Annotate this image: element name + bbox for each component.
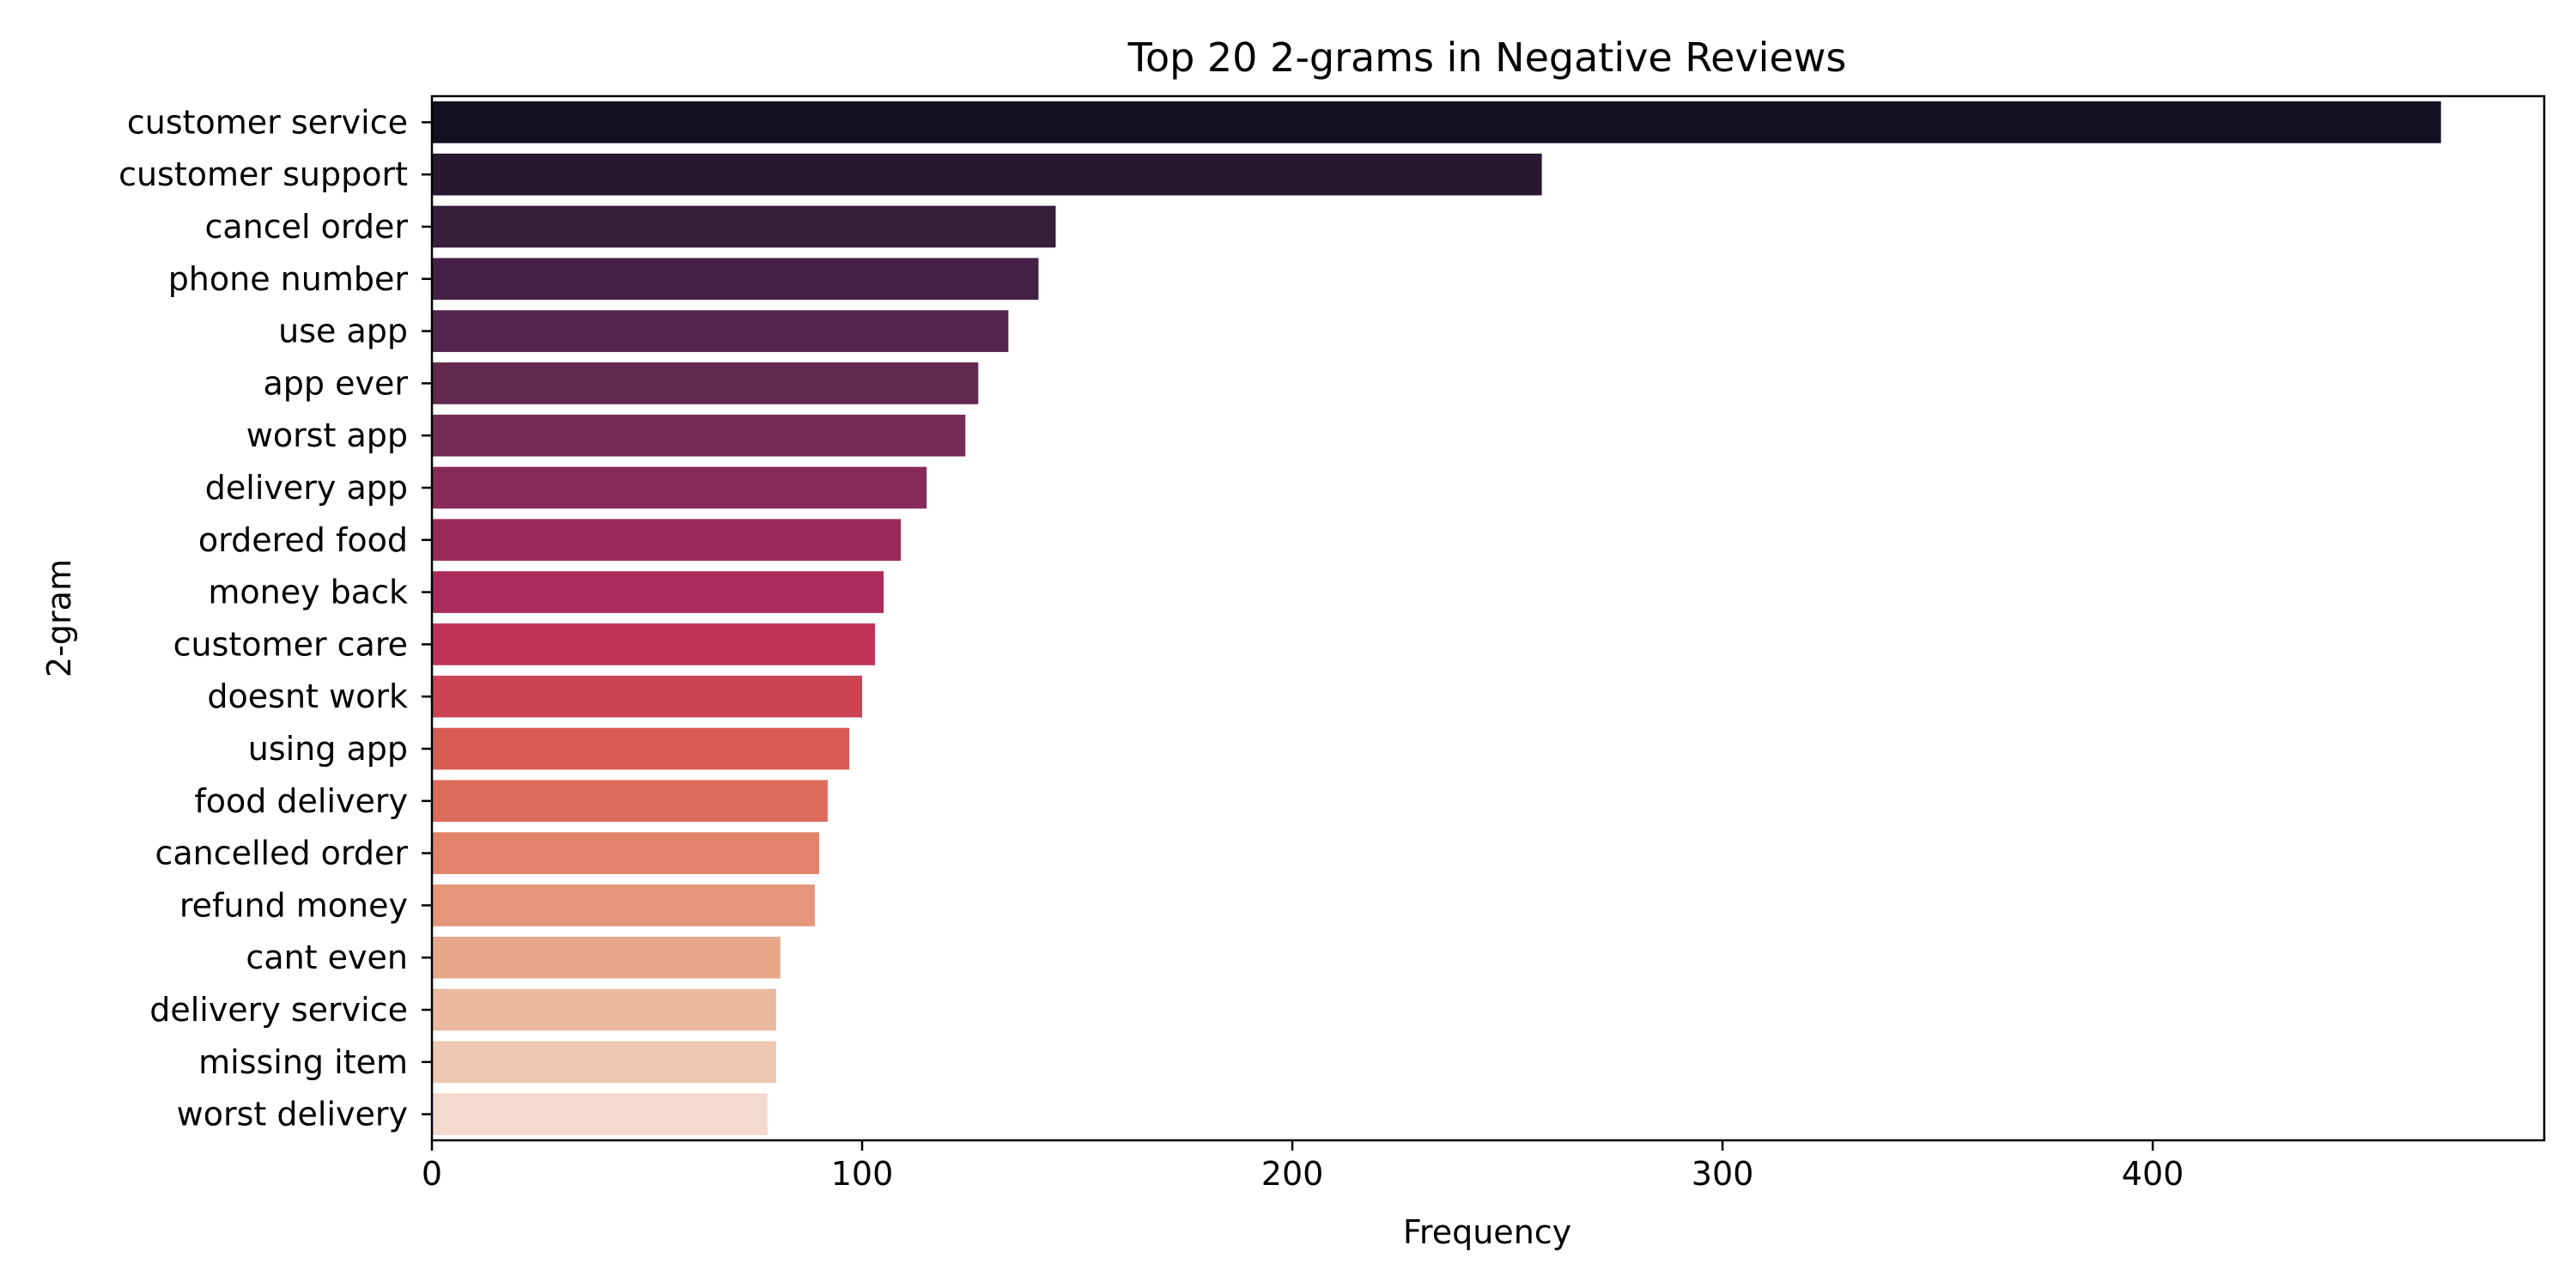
bar-food-delivery bbox=[432, 780, 828, 823]
bar-doesnt-work bbox=[432, 675, 863, 718]
y-tick-label: refund money bbox=[179, 886, 408, 924]
bar-delivery-service bbox=[432, 988, 776, 1031]
bar-worst-app bbox=[432, 414, 966, 457]
y-tick-label: cant even bbox=[246, 939, 408, 976]
bar-cant-even bbox=[432, 936, 781, 979]
bar-money-back bbox=[432, 571, 884, 613]
bar-missing-item bbox=[432, 1041, 776, 1084]
x-axis-label: Frequency bbox=[1403, 1213, 1571, 1251]
bar-delivery-app bbox=[432, 466, 927, 509]
bar-customer-care bbox=[432, 623, 876, 665]
y-tick-label: worst delivery bbox=[177, 1096, 408, 1133]
x-tick-label: 100 bbox=[831, 1155, 894, 1193]
y-tick-label: doesnt work bbox=[207, 677, 408, 715]
bar-using-app bbox=[432, 727, 849, 770]
bar-cancelled-order bbox=[432, 832, 819, 874]
x-tick-label: 300 bbox=[1692, 1155, 1754, 1193]
bar-customer-support bbox=[432, 153, 1542, 196]
bar-refund-money bbox=[432, 884, 815, 927]
y-tick-label: customer support bbox=[118, 155, 408, 193]
y-tick-label: using app bbox=[248, 730, 408, 768]
y-tick-label: food delivery bbox=[194, 782, 408, 820]
bar-customer-service bbox=[432, 101, 2441, 143]
y-tick-label: missing item bbox=[198, 1043, 408, 1081]
y-axis-ticks: customer service customer support cancel o… bbox=[118, 103, 432, 1133]
chart-title: Top 20 2-grams in Negative Reviews bbox=[1127, 34, 1847, 81]
y-axis-label: 2-gram bbox=[40, 559, 78, 677]
bar-cancel-order bbox=[432, 205, 1056, 248]
y-tick-label: app ever bbox=[264, 364, 409, 402]
bar-use-app bbox=[432, 310, 1009, 352]
y-tick-label: phone number bbox=[168, 260, 409, 298]
y-tick-label: delivery service bbox=[149, 991, 408, 1029]
bar-app-ever bbox=[432, 362, 979, 404]
x-tick-label: 0 bbox=[422, 1155, 442, 1193]
plot-frame bbox=[430, 94, 2546, 1142]
y-tick-label: use app bbox=[278, 313, 408, 350]
y-tick-label: customer service bbox=[127, 103, 408, 141]
y-tick-label: customer care bbox=[173, 625, 408, 663]
bar-worst-delivery bbox=[432, 1093, 768, 1135]
y-tick-label: cancelled order bbox=[155, 835, 408, 872]
y-tick-label: ordered food bbox=[198, 521, 408, 559]
x-tick-label: 200 bbox=[1261, 1155, 1324, 1193]
y-tick-label: delivery app bbox=[205, 469, 408, 507]
bars-group bbox=[432, 101, 2441, 1135]
bar-ordered-food bbox=[432, 519, 902, 562]
bar-phone-number bbox=[432, 258, 1039, 301]
y-tick-label: worst app bbox=[246, 416, 408, 454]
y-tick-label: money back bbox=[208, 574, 408, 611]
x-axis-ticks: 0 100 200 300 400 bbox=[422, 1140, 2184, 1193]
y-tick-label: cancel order bbox=[205, 208, 409, 246]
x-tick-label: 400 bbox=[2122, 1155, 2184, 1193]
